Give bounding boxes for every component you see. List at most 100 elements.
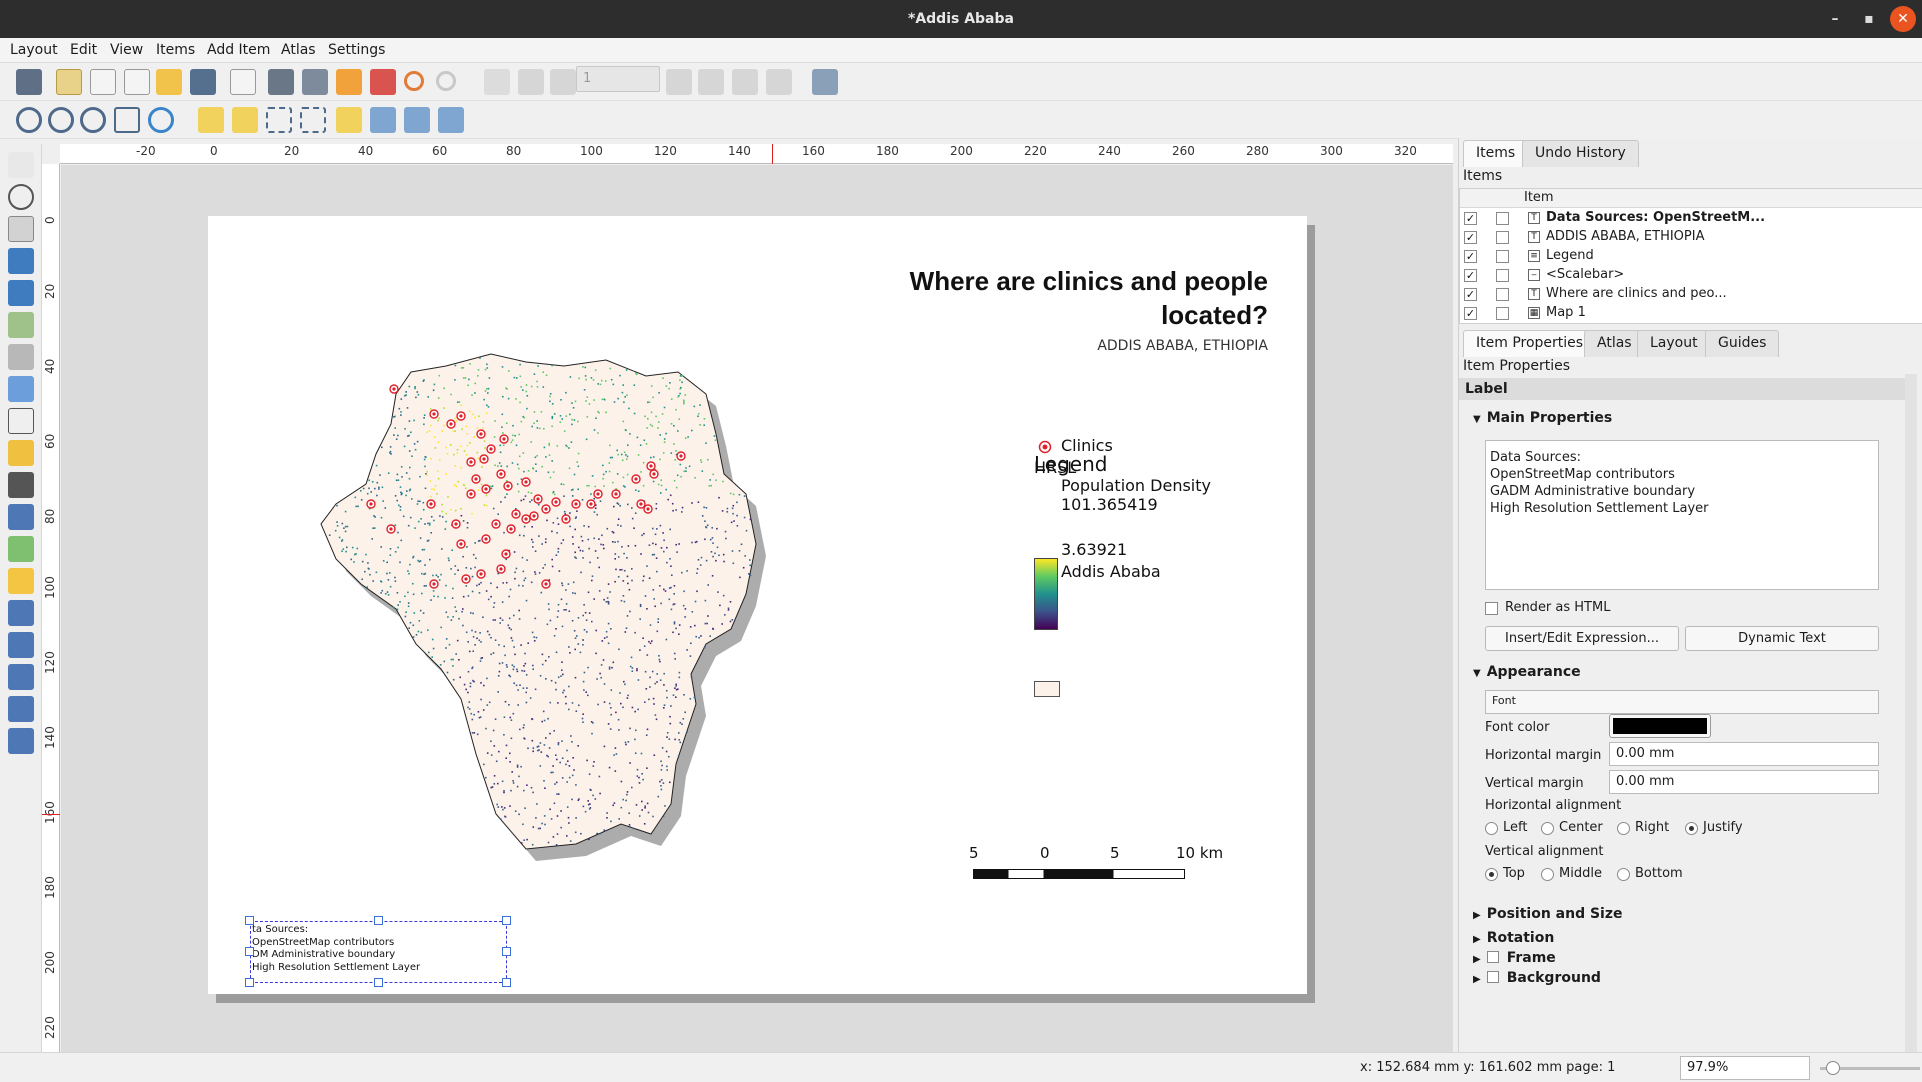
menu-view[interactable]: View: [110, 42, 144, 58]
resize-handle[interactable]: [502, 947, 511, 956]
undo-icon[interactable]: [404, 71, 424, 91]
refresh-icon[interactable]: [148, 107, 174, 133]
position-size-group[interactable]: ▶ Position and Size: [1473, 906, 1623, 922]
save-template-icon[interactable]: [190, 69, 216, 95]
lock-checkbox[interactable]: [1496, 231, 1509, 244]
appearance-group[interactable]: ▼ Appearance: [1473, 664, 1581, 680]
distribute-items-icon[interactable]: [370, 107, 396, 133]
label-text-editor[interactable]: Data Sources: OpenStreetMap contributors…: [1485, 440, 1879, 590]
align-justify-radio[interactable]: [1685, 822, 1698, 835]
valign-middle-radio[interactable]: [1541, 868, 1554, 881]
map-subtitle[interactable]: ADDIS ABABA, ETHIOPIA: [1097, 338, 1268, 354]
item-row[interactable]: ✓ ≡ Legend: [1460, 247, 1922, 266]
tab-atlas[interactable]: Atlas: [1584, 330, 1645, 357]
layout-manager-icon[interactable]: [124, 69, 150, 95]
item-row[interactable]: ✓ ▦ Map 1: [1460, 304, 1922, 323]
resize-handle[interactable]: [502, 916, 511, 925]
visibility-checkbox[interactable]: ✓: [1464, 307, 1477, 320]
frame-checkbox[interactable]: [1486, 951, 1499, 963]
valign-top-radio[interactable]: [1485, 868, 1498, 881]
lock-checkbox[interactable]: [1496, 212, 1509, 225]
scalebar[interactable]: 5 0 5 10 km: [963, 844, 1243, 896]
properties-scrollbar[interactable]: [1905, 374, 1917, 1052]
horizontal-margin-field[interactable]: 0.00 mm: [1609, 742, 1879, 766]
insert-expression-button[interactable]: Insert/Edit Expression...: [1485, 626, 1679, 651]
lock-checkbox[interactable]: [1496, 288, 1509, 301]
open-template-icon[interactable]: [156, 69, 182, 95]
visibility-checkbox[interactable]: ✓: [1464, 288, 1477, 301]
zoom-in-icon[interactable]: [16, 107, 42, 133]
background-group[interactable]: ▶ Background: [1473, 970, 1601, 986]
add-north-arrow-icon[interactable]: [8, 504, 34, 530]
add-map-icon[interactable]: [8, 312, 34, 338]
menu-items[interactable]: Items: [156, 42, 196, 58]
duplicate-layout-icon[interactable]: [90, 69, 116, 95]
add-shape-icon[interactable]: [8, 536, 34, 562]
add-scalebar-icon[interactable]: [8, 472, 34, 498]
new-layout-icon[interactable]: [56, 69, 82, 95]
last-feature-icon[interactable]: [698, 69, 724, 95]
main-properties-group[interactable]: ▼ Main Properties: [1473, 410, 1612, 426]
lock-checkbox[interactable]: [1496, 307, 1509, 320]
add-3d-map-icon[interactable]: [8, 344, 34, 370]
add-label-icon[interactable]: [8, 408, 34, 434]
resize-handle[interactable]: [502, 978, 511, 987]
dynamic-text-button[interactable]: Dynamic Text: [1685, 626, 1879, 651]
atlas-page-field[interactable]: 1: [576, 66, 660, 92]
map-item[interactable]: [276, 344, 796, 864]
atlas-settings-icon[interactable]: [812, 69, 838, 95]
add-marker-icon[interactable]: [8, 568, 34, 594]
add-html-icon[interactable]: [8, 664, 34, 690]
add-arrow-icon[interactable]: [8, 600, 34, 626]
add-legend-icon[interactable]: [8, 440, 34, 466]
visibility-checkbox[interactable]: ✓: [1464, 250, 1477, 263]
lower-items-icon[interactable]: [232, 107, 258, 133]
export-atlas-icon[interactable]: [766, 69, 792, 95]
legend-title[interactable]: Legend: [1034, 452, 1108, 476]
zoom-tool-icon[interactable]: [8, 184, 34, 210]
lock-checkbox[interactable]: [1496, 269, 1509, 282]
font-color-button[interactable]: [1609, 714, 1711, 738]
add-attribute-table-icon[interactable]: [8, 696, 34, 722]
map-title[interactable]: Where are clinics and people located?: [909, 266, 1268, 330]
visibility-checkbox[interactable]: ✓: [1464, 212, 1477, 225]
resize-handle[interactable]: [374, 916, 383, 925]
close-window-button[interactable]: ✕: [1890, 6, 1916, 32]
edit-nodes-icon[interactable]: [8, 280, 34, 306]
zoom-level-field[interactable]: 97.9%: [1680, 1056, 1810, 1080]
move-content-icon[interactable]: [8, 248, 34, 274]
resize-handle[interactable]: [245, 978, 254, 987]
zoom-slider[interactable]: [1820, 1067, 1920, 1070]
render-html-checkbox[interactable]: [1485, 602, 1498, 615]
lock-items-icon[interactable]: [438, 107, 464, 133]
ungroup-items-icon[interactable]: [300, 107, 326, 133]
resize-handle[interactable]: [245, 947, 254, 956]
item-row[interactable]: ✓ T Data Sources: OpenStreetM...: [1460, 209, 1922, 228]
pan-tool-icon[interactable]: [8, 152, 34, 178]
data-sources-label-selected[interactable]: ta Sources: OpenStreetMap contributors D…: [250, 921, 507, 983]
item-row[interactable]: ✓ T Where are clinics and peo...: [1460, 285, 1922, 304]
tab-layout[interactable]: Layout: [1637, 330, 1711, 357]
vertical-margin-field[interactable]: 0.00 mm: [1609, 770, 1879, 794]
add-fixed-table-icon[interactable]: [8, 728, 34, 754]
export-svg-icon[interactable]: [336, 69, 362, 95]
export-image-icon[interactable]: [302, 69, 328, 95]
add-polyline-icon[interactable]: [8, 632, 34, 658]
align-right-radio[interactable]: [1617, 822, 1630, 835]
redo-icon[interactable]: [436, 71, 456, 91]
add-pages-icon[interactable]: [230, 69, 256, 95]
first-feature-icon[interactable]: [518, 69, 544, 95]
layout-page[interactable]: Where are clinics and people located? AD…: [208, 216, 1307, 994]
layout-canvas[interactable]: Where are clinics and people located? AD…: [61, 165, 1453, 1052]
tab-items[interactable]: Items: [1463, 140, 1529, 167]
group-items-icon[interactable]: [266, 107, 292, 133]
print-icon[interactable]: [268, 69, 294, 95]
frame-group[interactable]: ▶ Frame: [1473, 950, 1556, 966]
align-left-radio[interactable]: [1485, 822, 1498, 835]
select-tool-icon[interactable]: [8, 216, 34, 242]
previous-feature-icon[interactable]: [550, 69, 576, 95]
visibility-checkbox[interactable]: ✓: [1464, 269, 1477, 282]
add-picture-icon[interactable]: [8, 376, 34, 402]
raise-items-icon[interactable]: [198, 107, 224, 133]
print-atlas-icon[interactable]: [732, 69, 758, 95]
